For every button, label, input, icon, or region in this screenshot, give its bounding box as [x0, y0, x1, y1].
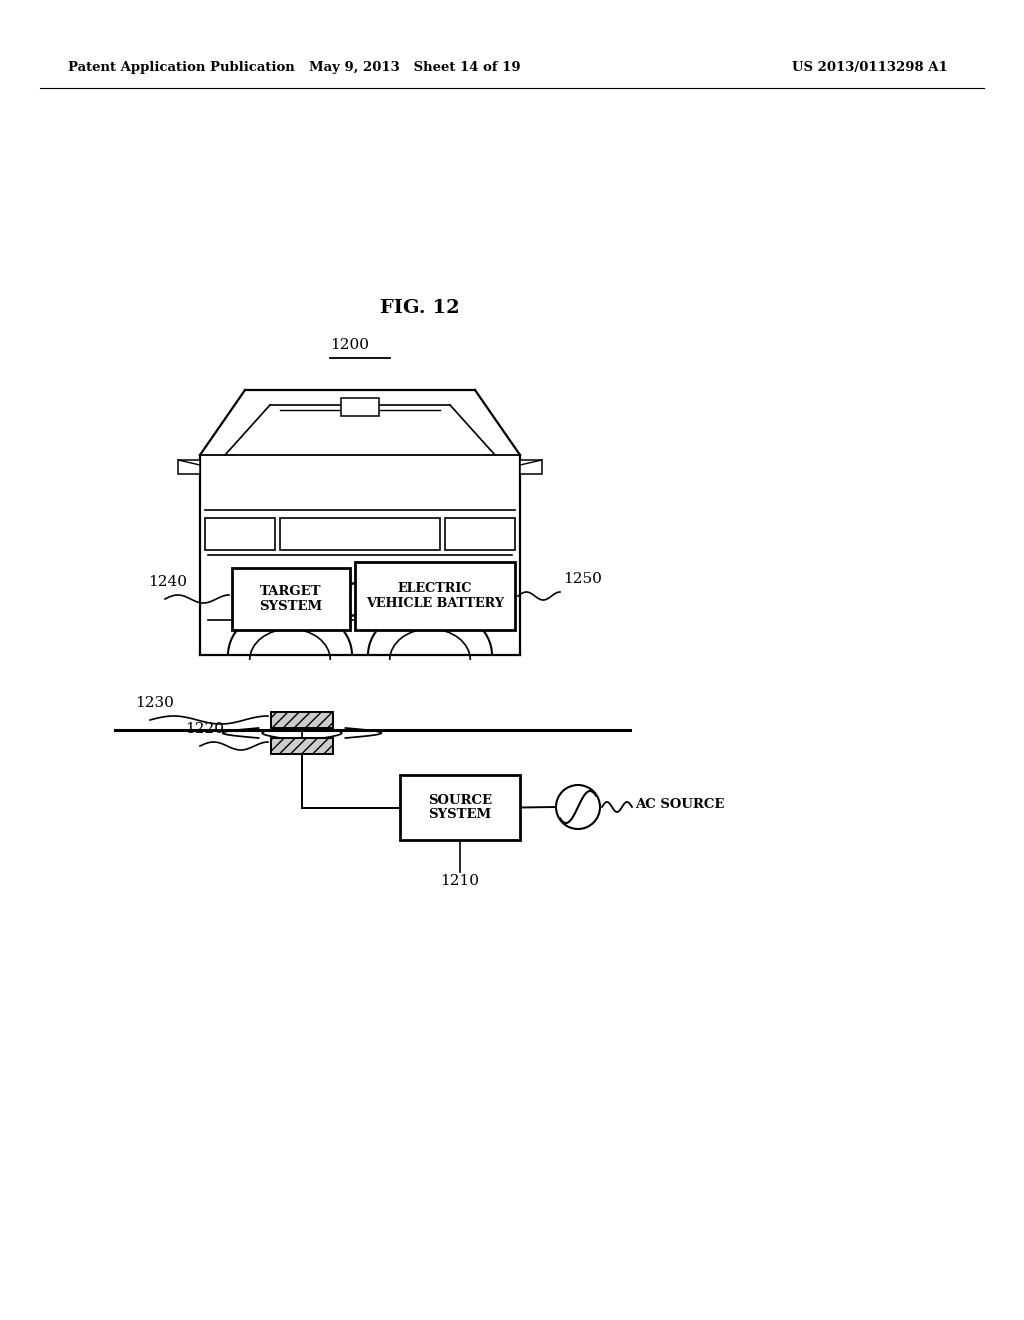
Text: AC SOURCE: AC SOURCE: [635, 799, 724, 812]
Bar: [520, 459, 542, 474]
Bar: [355, 562, 515, 630]
Text: 1240: 1240: [148, 576, 187, 589]
Text: SOURCE
SYSTEM: SOURCE SYSTEM: [428, 793, 492, 821]
Text: 1220: 1220: [185, 722, 224, 737]
Bar: [271, 711, 333, 729]
Text: 1210: 1210: [440, 874, 479, 888]
Text: ELECTRIC
VEHICLE BATTERY: ELECTRIC VEHICLE BATTERY: [366, 582, 504, 610]
Bar: [178, 459, 200, 474]
Text: 1250: 1250: [563, 572, 602, 586]
Bar: [205, 517, 275, 550]
Bar: [400, 775, 520, 840]
Text: Patent Application Publication: Patent Application Publication: [68, 62, 295, 74]
Text: 1230: 1230: [135, 696, 174, 710]
Text: FIG. 12: FIG. 12: [380, 300, 460, 317]
Bar: [271, 738, 333, 754]
Bar: [232, 568, 350, 630]
Bar: [341, 399, 379, 416]
Text: TARGET
SYSTEM: TARGET SYSTEM: [259, 585, 323, 612]
Text: US 2013/0113298 A1: US 2013/0113298 A1: [793, 62, 948, 74]
Bar: [445, 517, 515, 550]
Text: 1200: 1200: [330, 338, 369, 352]
Bar: [280, 517, 440, 550]
Text: May 9, 2013   Sheet 14 of 19: May 9, 2013 Sheet 14 of 19: [309, 62, 521, 74]
